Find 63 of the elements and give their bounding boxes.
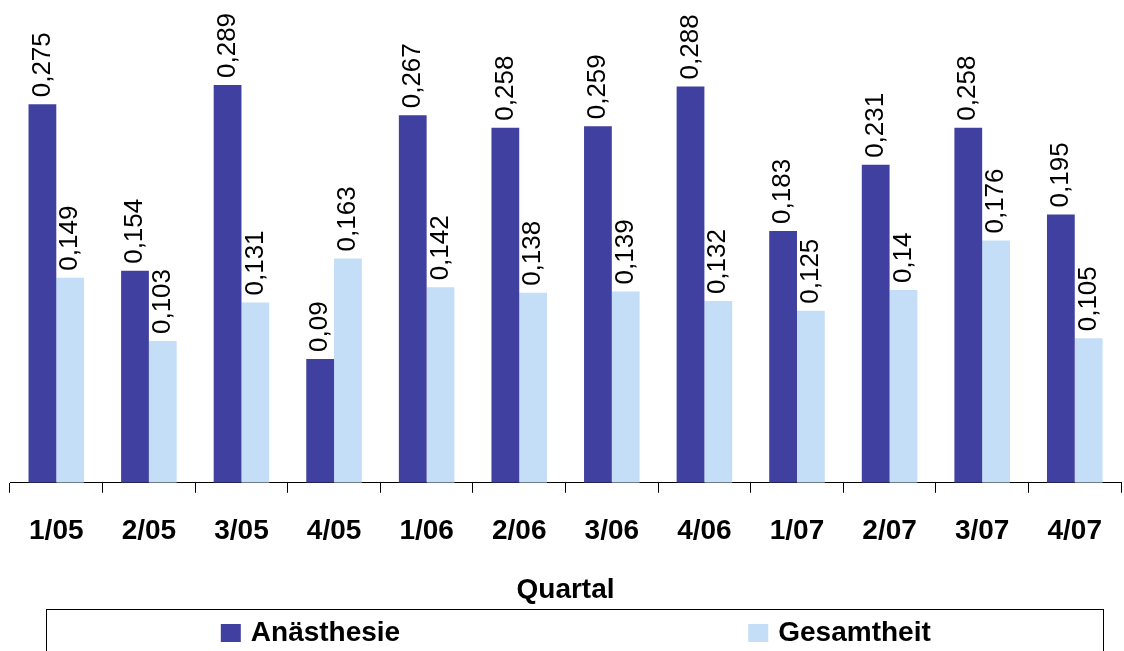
x-tick-label: 3/05 xyxy=(214,514,269,546)
data-label: 0,163 xyxy=(331,186,362,252)
bar xyxy=(519,292,548,483)
data-label: 0,259 xyxy=(581,54,612,120)
x-tick-label: 2/06 xyxy=(491,514,547,546)
bar xyxy=(889,290,918,483)
data-label: 0,183 xyxy=(766,158,797,224)
bar xyxy=(769,230,797,483)
bar xyxy=(213,85,242,483)
data-label: 0,142 xyxy=(423,215,454,281)
bar xyxy=(306,358,335,483)
legend-label: Anästhesie xyxy=(250,615,401,647)
x-tick-label: 2/05 xyxy=(121,514,177,546)
data-label: 0,288 xyxy=(673,14,704,80)
bar xyxy=(704,301,733,483)
bar xyxy=(56,277,85,483)
data-label: 0,176 xyxy=(979,168,1010,234)
data-label: 0,289 xyxy=(210,12,241,78)
bar xyxy=(676,86,705,483)
bar xyxy=(426,287,455,483)
x-tick-label: 3/07 xyxy=(954,514,1010,546)
data-label: 0,267 xyxy=(395,43,426,109)
data-label: 0,258 xyxy=(951,55,982,121)
bar xyxy=(241,302,270,483)
x-tick-label: 1/07 xyxy=(769,514,825,546)
data-label: 0,132 xyxy=(701,229,732,295)
data-label: 0,149 xyxy=(53,205,84,271)
bar xyxy=(491,127,520,483)
bar xyxy=(1074,338,1103,483)
bar xyxy=(861,164,890,483)
x-tick-label: 2/07 xyxy=(862,514,917,546)
bar xyxy=(796,310,825,483)
x-tick-label: 4/07 xyxy=(1047,514,1102,546)
data-label: 0,105 xyxy=(1071,266,1102,332)
x-tick-label: 4/06 xyxy=(677,514,732,546)
x-tick-label: 1/05 xyxy=(29,514,84,546)
bar xyxy=(398,115,427,483)
bar xyxy=(982,240,1010,483)
bar xyxy=(954,127,983,483)
data-label: 0,139 xyxy=(608,219,639,285)
data-label: 0,154 xyxy=(118,198,149,264)
data-label: 0,275 xyxy=(25,32,56,98)
data-label: 0,131 xyxy=(238,230,269,296)
data-label: 0,14 xyxy=(886,232,917,284)
x-tick-label: 4/05 xyxy=(306,514,362,546)
data-label: 0,231 xyxy=(858,92,889,158)
data-label: 0,258 xyxy=(488,55,519,121)
bar xyxy=(148,341,177,483)
x-axis-title: Quartal xyxy=(516,572,615,604)
legend-label: Gesamtheit xyxy=(778,615,931,647)
bar xyxy=(584,126,612,483)
bar xyxy=(334,258,362,483)
bar xyxy=(121,270,149,483)
bar xyxy=(611,291,640,483)
data-label: 0,103 xyxy=(145,268,176,335)
x-tick-label: 3/06 xyxy=(584,514,640,546)
x-tick-label: 1/06 xyxy=(399,514,454,546)
bar xyxy=(28,104,57,483)
data-label: 0,138 xyxy=(516,220,547,286)
bar xyxy=(1046,214,1075,483)
data-label: 0,195 xyxy=(1044,142,1075,208)
data-label: 0,09 xyxy=(303,301,334,352)
data-label: 0,125 xyxy=(794,238,825,304)
